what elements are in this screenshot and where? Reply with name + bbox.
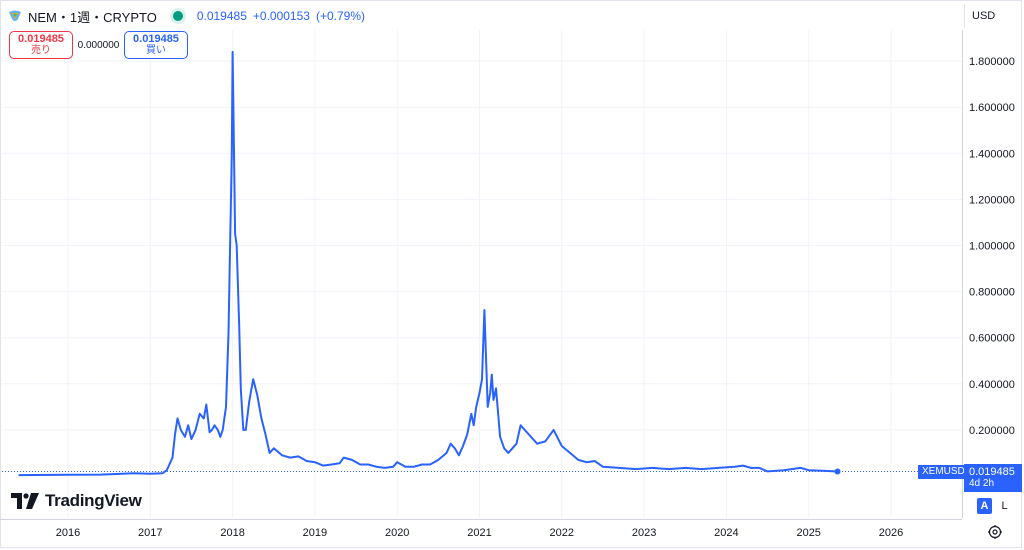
order-panel: 0.019485 売り 0.000000 0.019485 買い [9,31,188,59]
x-tick-label: 2025 [796,527,820,539]
x-tick-label: 2017 [138,527,162,539]
x-axis-ticks: 2016 2017 2018 2019 2020 2021 2022 2023 2024 2025… [56,527,903,539]
x-tick-label: 2022 [550,527,574,539]
x-tick-label: 2019 [303,527,327,539]
y-tick-label: 1.600000 [969,102,1015,114]
market-status-icon[interactable] [172,11,183,21]
y-tick-label: 0.600000 [969,333,1015,345]
buy-button[interactable]: 0.019485 買い [124,31,188,59]
sell-price: 0.019485 [18,33,64,45]
x-tick-label: 2024 [714,527,738,539]
tradingview-logo-icon [11,493,39,509]
currency-selector[interactable]: USD [964,4,1022,28]
last-price: 0.019485 [196,9,247,23]
sell-button[interactable]: 0.019485 売り [9,31,73,59]
settings-gear-icon[interactable] [987,524,1003,540]
tradingview-logo[interactable]: TradingView [11,491,142,511]
log-scale-button[interactable]: L [1001,500,1008,512]
bar-countdown: 4d 2h [969,478,995,489]
x-tick-label: 2021 [467,527,491,539]
y-axis-ticks: 0.200000 0.400000 0.600000 0.800000 1.000000… [969,56,1015,437]
buy-label: 買い [146,45,166,56]
x-tick-label: 2023 [632,527,656,539]
spread-value: 0.000000 [77,39,120,51]
symbol-badge: XEMUSD [918,465,969,479]
y-tick-label: 1.800000 [969,56,1015,68]
x-tick-label: 2026 [879,527,903,539]
time-axis[interactable] [0,519,962,549]
x-tick-label: 2020 [385,527,409,539]
y-tick-label: 1.000000 [969,241,1015,253]
x-tick-label: 2016 [56,527,80,539]
last-price-badge: 0.019485 4d 2h [964,464,1022,492]
auto-scale-button[interactable]: A [977,498,992,514]
badge-price-value: 0.019485 [969,466,1015,478]
buy-price: 0.019485 [133,33,179,45]
x-tick-label: 2018 [220,527,244,539]
y-tick-label: 0.800000 [969,287,1015,299]
symbol-title[interactable]: NEM・1週・CRYPTO [28,9,157,25]
price-change-percent: (+0.79%) [315,9,365,23]
last-price-point [834,468,841,475]
y-tick-label: 1.400000 [969,148,1015,160]
nem-logo-icon [9,10,21,21]
tradingview-wordmark: TradingView [45,491,142,510]
chart-grid [2,30,962,518]
y-tick-label: 0.400000 [969,379,1015,391]
y-tick-label: 1.200000 [969,194,1015,206]
price-axis[interactable] [962,30,1023,518]
price-series-line [18,50,838,477]
price-change: +0.000153 [252,9,310,23]
y-tick-label: 0.200000 [969,425,1015,437]
legend-header: NEM・1週・CRYPTO 0.019485 +0.000153 (+0.79%… [8,6,365,26]
sell-label: 売り [31,45,51,56]
